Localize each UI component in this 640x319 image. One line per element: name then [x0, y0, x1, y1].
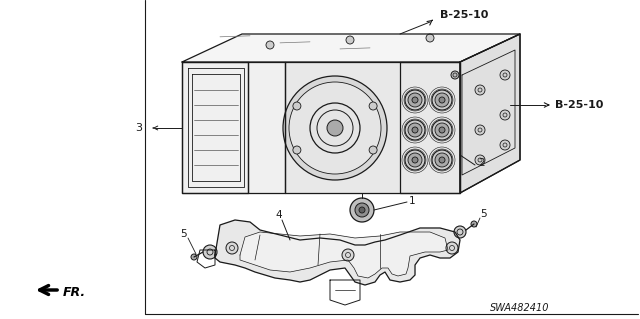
Circle shape: [439, 97, 445, 103]
Circle shape: [283, 76, 387, 180]
Circle shape: [408, 123, 422, 137]
Text: 1: 1: [409, 196, 415, 206]
Polygon shape: [285, 62, 460, 193]
Circle shape: [355, 203, 369, 217]
Circle shape: [266, 41, 274, 49]
Circle shape: [327, 120, 343, 136]
Circle shape: [289, 82, 381, 174]
Circle shape: [369, 146, 377, 154]
Circle shape: [191, 254, 197, 260]
Polygon shape: [240, 232, 448, 278]
Circle shape: [475, 125, 485, 135]
Circle shape: [350, 198, 374, 222]
Circle shape: [369, 102, 377, 110]
Text: B-25-10: B-25-10: [555, 100, 604, 110]
Circle shape: [293, 146, 301, 154]
Circle shape: [226, 242, 238, 254]
Text: B-25-10: B-25-10: [440, 10, 488, 20]
Circle shape: [408, 93, 422, 107]
Text: 3: 3: [135, 123, 142, 133]
Circle shape: [451, 71, 459, 79]
Text: 4: 4: [275, 210, 282, 220]
Circle shape: [475, 155, 485, 165]
Text: 5: 5: [180, 229, 187, 239]
Circle shape: [500, 70, 510, 80]
Circle shape: [446, 242, 458, 254]
Circle shape: [293, 102, 301, 110]
Polygon shape: [182, 34, 520, 62]
Circle shape: [439, 157, 445, 163]
Circle shape: [500, 110, 510, 120]
Circle shape: [412, 127, 418, 133]
Circle shape: [408, 153, 422, 167]
Circle shape: [435, 93, 449, 107]
Circle shape: [412, 157, 418, 163]
Circle shape: [426, 34, 434, 42]
Polygon shape: [215, 220, 460, 285]
Text: 5: 5: [480, 209, 486, 219]
Circle shape: [405, 120, 425, 140]
Circle shape: [405, 150, 425, 170]
Text: SWA482410: SWA482410: [490, 303, 550, 313]
Circle shape: [432, 120, 452, 140]
Circle shape: [346, 36, 354, 44]
Circle shape: [435, 123, 449, 137]
Circle shape: [500, 140, 510, 150]
Circle shape: [405, 90, 425, 110]
Text: 2: 2: [478, 158, 484, 168]
Circle shape: [435, 153, 449, 167]
Circle shape: [454, 226, 466, 238]
Polygon shape: [182, 62, 285, 193]
Circle shape: [342, 249, 354, 261]
Circle shape: [432, 150, 452, 170]
Circle shape: [475, 85, 485, 95]
Circle shape: [471, 221, 477, 227]
Circle shape: [359, 207, 365, 213]
Circle shape: [439, 127, 445, 133]
Text: FR.: FR.: [63, 286, 86, 299]
Circle shape: [203, 245, 217, 259]
Polygon shape: [460, 34, 520, 193]
Circle shape: [412, 97, 418, 103]
Circle shape: [432, 90, 452, 110]
